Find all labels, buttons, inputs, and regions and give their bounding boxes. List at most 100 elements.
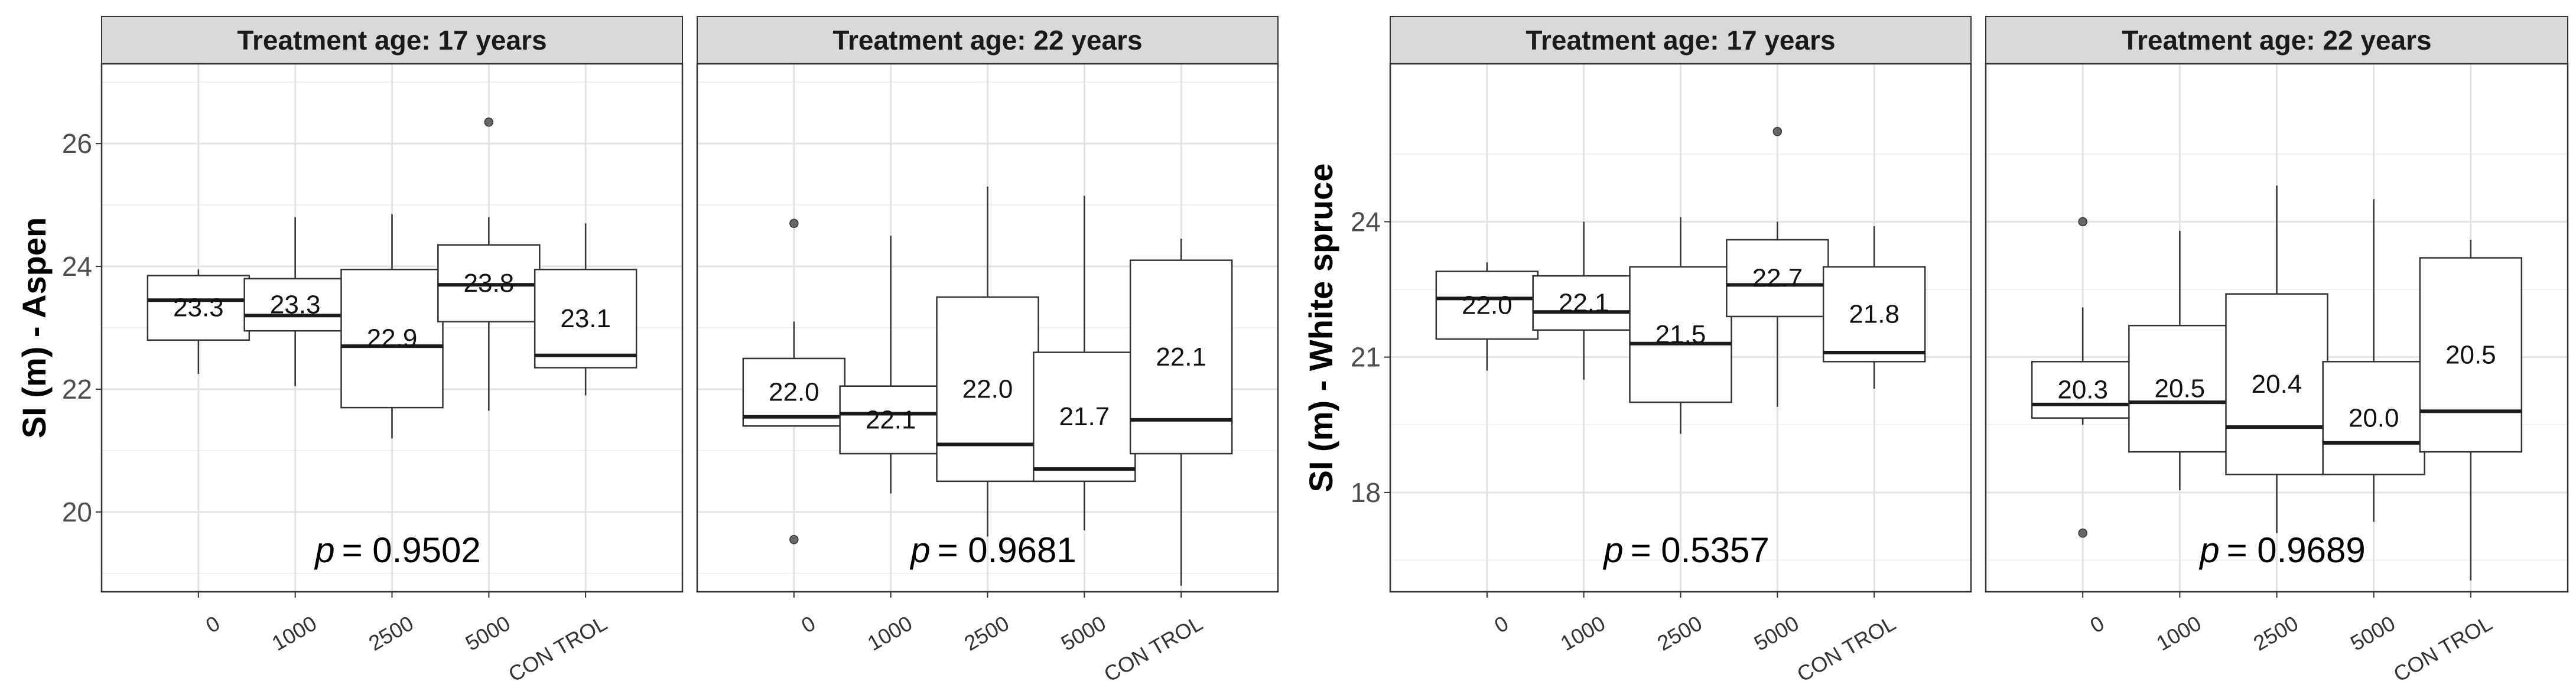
y-axis-label: SI (m) - Aspen xyxy=(15,217,53,438)
x-tick-label: 0 xyxy=(797,611,819,638)
mean-label: 23.8 xyxy=(464,269,515,298)
box-group: 23.3 xyxy=(243,217,347,386)
strip-background xyxy=(1985,16,2568,64)
p-value-label: p = 0.9502 xyxy=(314,530,481,570)
x-tick-label: 0 xyxy=(1490,611,1513,638)
mean-label: 22.1 xyxy=(866,405,916,434)
mean-label: 20.0 xyxy=(2349,403,2399,432)
box-iqr xyxy=(742,357,846,427)
box-iqr xyxy=(243,278,347,332)
y-tick-label: 21 xyxy=(1351,342,1381,373)
x-tick-label: 5000 xyxy=(2346,611,2399,656)
facet-panel: Treatment age: 22 years 22.0 22.1 22.0 21.7 2… xyxy=(696,16,1279,686)
outlier-point xyxy=(789,219,799,229)
x-tick-label: 5000 xyxy=(1750,611,1803,656)
x-tick-label: 2500 xyxy=(365,611,418,656)
strip-label: Treatment age: 17 years xyxy=(1526,25,1835,56)
box-group: 22.1 xyxy=(1129,239,1233,586)
mean-label: 22.0 xyxy=(962,374,1013,403)
p-value: = 0.9689 xyxy=(2227,530,2366,570)
outlier-point xyxy=(2078,528,2087,538)
strip-background xyxy=(697,16,1279,64)
p-value-label: p = 0.5357 xyxy=(1602,530,1770,570)
box-group: 23.8 xyxy=(437,118,541,411)
box-iqr xyxy=(1726,239,1829,318)
x-tick-label: CON TROL xyxy=(1793,611,1900,686)
box-iqr xyxy=(147,275,251,341)
box-group: 20.4 xyxy=(2225,185,2328,533)
mean-label: 22.1 xyxy=(1156,343,1206,371)
box-iqr xyxy=(1435,270,1539,340)
box-iqr xyxy=(2322,361,2425,475)
x-tick-label: 2500 xyxy=(960,611,1013,656)
y-axis-label: SI (m) - White spruce xyxy=(1302,164,1339,493)
box-group: 20.3 xyxy=(2031,217,2135,538)
x-tick-label: 0 xyxy=(2086,611,2109,638)
strip-label: Treatment age: 22 years xyxy=(2122,25,2431,56)
box-group: 21.7 xyxy=(1033,195,1136,531)
y-tick-label: 22 xyxy=(62,374,92,405)
box-group: 22.1 xyxy=(1532,221,1635,380)
strip-background xyxy=(101,16,683,64)
mean-label: 20.5 xyxy=(2445,340,2496,369)
x-tick-label: 1000 xyxy=(863,611,916,656)
box-iqr xyxy=(839,385,942,455)
p-value-label: p = 0.9681 xyxy=(909,530,1076,570)
strip-label: Treatment age: 17 years xyxy=(237,25,547,56)
strip-label: Treatment age: 22 years xyxy=(832,25,1142,56)
outlier-point xyxy=(789,534,799,545)
mean-label: 22.9 xyxy=(367,324,418,353)
x-tick-label: CON TROL xyxy=(504,611,611,686)
mean-label: 22.0 xyxy=(1462,291,1513,320)
mean-label: 21.8 xyxy=(1849,300,1900,329)
box-iqr xyxy=(2031,361,2135,419)
mean-label: 20.4 xyxy=(2252,370,2302,399)
p-value-label: p = 0.9689 xyxy=(2198,530,2366,570)
box-iqr xyxy=(1822,266,1926,363)
box-group: 20.0 xyxy=(2322,199,2425,522)
box-iqr xyxy=(2225,293,2328,475)
box-iqr xyxy=(1629,266,1732,403)
x-tick-label: 5000 xyxy=(461,611,515,656)
box-group: 22.0 xyxy=(1435,262,1539,371)
p-value: = 0.9502 xyxy=(342,530,481,570)
box-group: 23.1 xyxy=(534,223,638,396)
y-tick-label: 18 xyxy=(1351,477,1381,508)
box-iqr xyxy=(936,296,1039,483)
mean-label: 21.5 xyxy=(1655,320,1706,349)
p-symbol: p xyxy=(2198,530,2219,570)
box-group: 21.5 xyxy=(1629,217,1732,434)
y-tick-label: 20 xyxy=(62,497,92,527)
outlier-point xyxy=(2078,217,2087,227)
mean-label: 23.3 xyxy=(270,291,321,320)
facet-panel: Treatment age: 17 years 18 21 24 22.0 22.1 21.… xyxy=(1351,16,1972,686)
x-tick-label: 1000 xyxy=(1556,611,1609,656)
mean-label: 20.5 xyxy=(2155,374,2206,403)
strip-background xyxy=(1390,16,1972,64)
mean-label: 22.7 xyxy=(1752,263,1803,292)
x-tick-label: CON TROL xyxy=(2389,611,2496,686)
p-value: = 0.5357 xyxy=(1631,530,1770,570)
y-tick-label: 24 xyxy=(62,251,92,282)
x-tick-label: 0 xyxy=(201,611,224,638)
facet-panel: Treatment age: 22 years 20.3 20.5 20.4 20.0 2… xyxy=(1985,16,2569,686)
box-group: 22.1 xyxy=(839,236,942,494)
x-tick-label: CON TROL xyxy=(1100,611,1206,686)
mean-label: 23.3 xyxy=(173,294,224,322)
x-tick-label: 1000 xyxy=(2152,611,2206,656)
box-group: 22.0 xyxy=(742,219,846,545)
y-tick-label: 26 xyxy=(62,128,92,159)
box-group: 22.0 xyxy=(936,186,1039,537)
mean-label: 22.0 xyxy=(769,378,819,407)
box-iqr xyxy=(2419,257,2523,453)
x-tick-label: 2500 xyxy=(2249,611,2302,656)
x-tick-label: 5000 xyxy=(1057,611,1110,656)
x-tick-label: 1000 xyxy=(268,611,321,656)
y-tick-label: 24 xyxy=(1351,206,1381,237)
facet-panel: Treatment age: 17 years 20 22 24 26 23.3 23.3 2… xyxy=(62,16,684,686)
p-value: = 0.9681 xyxy=(938,530,1076,570)
p-symbol: p xyxy=(314,530,334,570)
box-group: 20.5 xyxy=(2419,240,2523,581)
p-symbol: p xyxy=(909,530,930,570)
p-symbol: p xyxy=(1602,530,1623,570)
